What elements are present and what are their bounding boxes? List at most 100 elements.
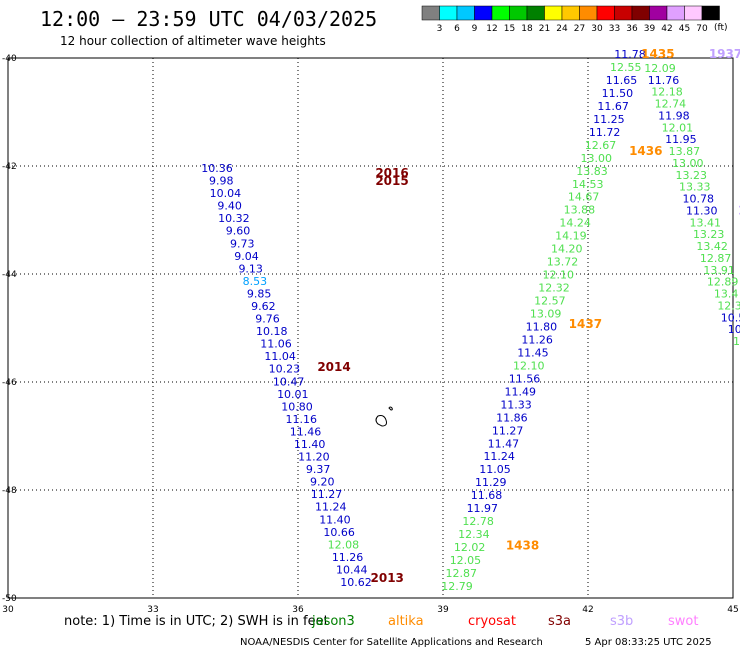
scale-unit: (ft) [714, 23, 728, 33]
swh-value: 9.85 [247, 287, 272, 300]
swh-value: 13.00 [672, 157, 704, 170]
satellite-legend-item: altika [388, 614, 424, 629]
swh-value: 11.46 [290, 425, 322, 438]
swh-value: 11.27 [492, 424, 524, 437]
swh-value: 12.10 [513, 359, 545, 372]
swh-value: 14.24 [559, 217, 591, 230]
swh-value: 12.87 [445, 567, 477, 580]
swh-value: 13.87 [669, 145, 701, 158]
swh-value: 11.24 [315, 501, 347, 514]
swh-value: 11.45 [517, 346, 549, 359]
lon-tick-label: 42 [582, 605, 593, 615]
swh-value: 9.13 [238, 262, 263, 275]
swh-value: 12.55 [610, 61, 642, 74]
swh-value: 11.33 [500, 398, 532, 411]
scale-label: 18 [521, 24, 533, 34]
scale-swatch [684, 5, 703, 21]
note-text: note: 1) Time is in UTC; 2) SWH is in fe… [64, 614, 329, 629]
pass-label: 1438 [506, 538, 539, 552]
page-subtitle: 12 hour collection of altimeter wave hei… [60, 34, 326, 48]
swh-value: 11.27 [311, 488, 343, 501]
swh-value: 10.23 [269, 363, 301, 376]
satellite-legend-item: s3a [548, 614, 571, 629]
pass-label: 19 [738, 204, 740, 218]
swh-value: 12.09 [644, 62, 676, 75]
scale-label: 39 [644, 24, 656, 34]
swh-value: 11.65 [606, 74, 638, 87]
swh-value: 12.89 [707, 276, 739, 289]
pass-label: 2015 [375, 174, 408, 188]
swh-value: 11.95 [665, 133, 697, 146]
swh-value: 12.3 [717, 299, 740, 312]
swh-value: 12.57 [534, 295, 566, 308]
lat-tick-label: -46 [2, 378, 17, 388]
credit-text: NOAA/NESDIS Center for Satellite Applica… [240, 637, 543, 648]
scale-swatch [649, 5, 668, 21]
island-shape-small [388, 406, 393, 411]
swh-value: 9.20 [310, 476, 335, 489]
scale-label: 3 [437, 24, 443, 34]
swh-value: 11.26 [332, 551, 364, 564]
swh-value: 14.67 [568, 191, 600, 204]
swh-value: 13.42 [696, 240, 728, 253]
swh-value: 9.73 [230, 237, 255, 250]
axis-labels: 30 33 36 39 42 45 -40 -42 -44 -46 -48 -50 [2, 54, 739, 615]
swh-value: 11.16 [285, 413, 317, 426]
pass-label: 1435 [641, 47, 674, 61]
swh-value: 13.83 [576, 165, 608, 178]
swh-value: 9.37 [306, 463, 331, 476]
swh-value: 10.80 [281, 400, 313, 413]
lon-tick-label: 39 [437, 605, 449, 615]
swh-value: 8.53 [243, 275, 268, 288]
scale-label: 6 [454, 24, 460, 34]
scale-label: 33 [609, 24, 620, 34]
pass-label: 2014 [317, 360, 350, 374]
scale-label: 21 [539, 24, 550, 34]
swh-value: 13.09 [530, 308, 562, 321]
map-frame [7, 57, 734, 599]
swh-value: 10.44 [336, 563, 368, 576]
scale-label: 45 [679, 24, 690, 34]
swh-value: 12.01 [662, 121, 694, 134]
swh-value: 11.76 [648, 74, 680, 87]
swh-value: 10.36 [201, 162, 233, 175]
swh-value: 11.40 [319, 513, 351, 526]
scale-label: 70 [696, 24, 708, 34]
lon-tick-label: 36 [292, 605, 304, 615]
swh-value: 11.72 [589, 126, 621, 139]
swh-value: 12.02 [454, 541, 486, 554]
lon-tick-label: 30 [2, 605, 14, 615]
lat-tick-label: -48 [2, 486, 17, 496]
scale-swatch [596, 5, 615, 21]
scale-swatch [614, 5, 633, 21]
swh-value: 10.5 [721, 311, 740, 324]
swh-value: 10.32 [218, 212, 250, 225]
swh-value: 12.79 [441, 580, 473, 593]
satellite-legend-item: jason3 [311, 614, 355, 629]
swh-value: 12.74 [655, 98, 687, 111]
swh-value: 11.86 [496, 411, 528, 424]
swh-value: 12.10 [543, 269, 575, 282]
swh-value: 11.04 [264, 350, 296, 363]
scale-label: 15 [504, 24, 515, 34]
swh-value: 13.33 [679, 181, 711, 194]
swh-value: 9.04 [234, 250, 259, 263]
scale-swatch [666, 5, 685, 21]
swh-value: 11.49 [505, 385, 537, 398]
swh-value: 11.40 [294, 438, 326, 451]
swh-value: 12.87 [700, 252, 732, 265]
swh-value: 10.78 [683, 193, 715, 206]
swh-value: 13.00 [580, 152, 612, 165]
pass-label: 2016 [375, 166, 408, 180]
swh-value: 12.32 [538, 282, 570, 295]
scale-label: 30 [591, 24, 603, 34]
satellite-legend-item: swot [668, 614, 698, 629]
swh-value: 11.26 [521, 333, 553, 346]
scale-label: 12 [486, 24, 497, 34]
scale-swatch [421, 5, 440, 21]
generated-time: 5 Apr 08:33:25 UTC 2025 [585, 637, 712, 648]
scale-swatch [456, 5, 475, 21]
swh-value: 13.88 [564, 204, 596, 217]
swh-value: 11.68 [471, 489, 503, 502]
